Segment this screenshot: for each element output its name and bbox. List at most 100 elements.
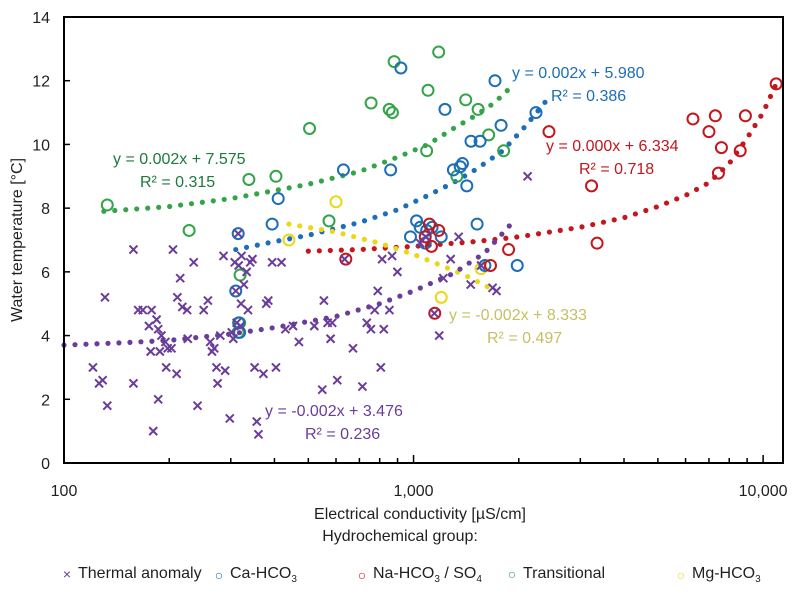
x-marker-stroke <box>199 305 209 315</box>
data-point-x <box>88 362 98 373</box>
legend-item-thermal-anomaly: × Thermal anomaly <box>60 565 202 583</box>
data-point-x <box>249 362 260 373</box>
x-marker-stroke <box>247 254 258 264</box>
trendline-dot <box>535 231 542 237</box>
x-marker-stroke <box>317 385 327 395</box>
x-marker-stroke <box>392 267 403 277</box>
trendline-equation: y = 0.002x + 7.575 <box>113 151 246 168</box>
legend-title: Hydrochemical group: <box>322 528 478 545</box>
data-point-circle <box>403 230 417 244</box>
x-marker-stroke <box>189 257 199 268</box>
trendline-dot <box>447 272 454 278</box>
trendline-dot <box>632 211 638 217</box>
trendline-dot <box>434 261 440 267</box>
data-point-circle <box>182 223 196 237</box>
trendline-dot <box>254 242 260 248</box>
circle-marker-icon: ○ <box>507 566 517 582</box>
x-marker-stroke <box>225 413 235 424</box>
data-point-circle <box>229 284 243 298</box>
data-point-x <box>138 305 148 315</box>
trendline-dot <box>193 335 199 341</box>
data-point-x <box>243 305 253 315</box>
trendline-dot <box>402 151 408 157</box>
trendline-dot <box>305 248 311 254</box>
data-point-x <box>325 334 336 344</box>
trendline-dot <box>427 280 434 287</box>
x-marker-stroke <box>138 305 148 315</box>
data-point-circle <box>322 214 336 228</box>
trendline-dot <box>360 246 366 252</box>
trendline-dot <box>450 125 457 132</box>
x-marker-stroke <box>144 321 154 331</box>
trendline-dot <box>611 217 617 223</box>
trendline-dot <box>417 285 423 291</box>
data-point-x <box>522 171 533 181</box>
trendline-dot <box>210 198 216 204</box>
x-marker-stroke <box>339 254 350 264</box>
trendline-r-squared: R² = 0.236 <box>305 426 380 443</box>
trendline-dot <box>340 223 346 230</box>
x-marker-stroke <box>182 305 192 315</box>
trendline-dot <box>297 183 303 189</box>
data-point-circle <box>422 217 436 231</box>
trendline-dot <box>470 239 476 245</box>
trendline-dot <box>345 310 351 316</box>
trendline-dot <box>258 326 264 333</box>
data-point-x <box>377 254 387 264</box>
data-point-x <box>100 292 110 303</box>
x-tick-label: 1,000 <box>394 483 434 500</box>
data-point-x <box>327 318 337 328</box>
x-marker-stroke <box>231 286 241 296</box>
data-point-circle <box>471 102 485 116</box>
data-point-x <box>445 254 456 264</box>
trendline-transitional <box>101 88 510 214</box>
x-marker-stroke <box>267 257 277 268</box>
trendline-equation: y = -0.002x + 3.476 <box>265 403 403 420</box>
trendline-dot <box>312 317 319 323</box>
trendline-dot <box>127 339 133 345</box>
trendline-dot <box>484 283 490 290</box>
x-marker-stroke <box>252 416 262 427</box>
trendline-dot <box>83 341 89 347</box>
data-point-circle <box>425 220 439 234</box>
data-point-circle <box>438 102 452 116</box>
series-na-hco3-so4 <box>339 77 783 320</box>
trendline-dot <box>457 266 463 272</box>
x-marker-stroke <box>420 232 431 242</box>
trendline-dot <box>243 193 249 199</box>
trendline-dot <box>134 206 140 212</box>
trendline-dot <box>480 161 486 167</box>
trendline-dot <box>392 155 398 161</box>
trendline-dot <box>243 244 250 250</box>
x-marker-stroke <box>102 400 112 411</box>
data-point-x <box>233 260 244 271</box>
data-point-x <box>317 385 327 395</box>
trendline-dot <box>663 200 670 206</box>
data-point-x <box>144 321 154 331</box>
x-marker-stroke <box>128 244 139 255</box>
trendline-dot <box>287 236 293 242</box>
data-point-circle <box>459 93 473 107</box>
data-point-x <box>366 324 376 334</box>
trendline-ca-hco3 <box>233 99 548 253</box>
trendline-dot <box>156 204 162 210</box>
data-point-layer <box>88 45 783 440</box>
data-point-circle <box>428 306 442 320</box>
x-marker-stroke <box>146 305 157 315</box>
data-point-x <box>239 279 249 290</box>
trendline-dot <box>308 225 314 231</box>
x-marker-stroke <box>218 251 229 261</box>
data-point-circle <box>385 106 399 120</box>
data-point-circle <box>714 141 728 155</box>
x-marker-stroke <box>319 295 329 306</box>
x-marker-stroke <box>476 260 486 271</box>
trendline-dot <box>116 340 122 346</box>
data-point-x <box>267 257 277 268</box>
data-point-x <box>220 365 230 376</box>
data-point-circle <box>585 179 599 193</box>
data-point-circle <box>738 109 752 123</box>
trendline-dot <box>433 188 439 195</box>
data-point-x <box>128 244 139 255</box>
x-marker-stroke <box>153 394 163 404</box>
